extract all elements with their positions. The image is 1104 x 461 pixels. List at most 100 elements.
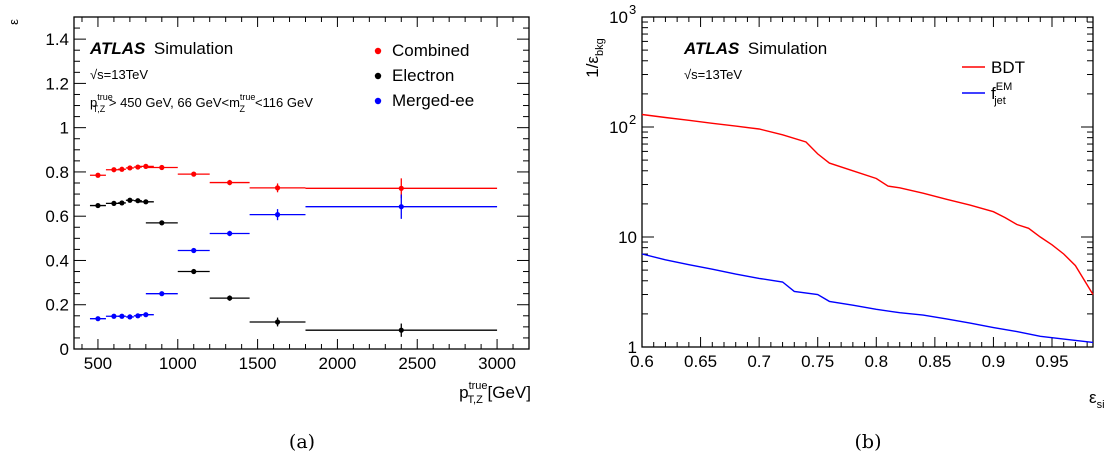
data-point xyxy=(143,199,149,205)
xlab-b-sub: sig xyxy=(1097,399,1104,411)
y-tick-label: 1 xyxy=(60,119,69,138)
data-point xyxy=(143,312,149,318)
x-tick-label: 2500 xyxy=(398,354,436,373)
legend-label: Electron xyxy=(392,66,454,85)
data-point xyxy=(111,200,117,206)
xlab-a-unit: [GeV] xyxy=(483,383,531,402)
panel-b-y-axis-label: 1/εbkg xyxy=(583,38,606,78)
x-tick-label: 1500 xyxy=(239,354,277,373)
panel-b-frame xyxy=(641,16,1094,348)
data-point xyxy=(143,163,149,169)
x-tick-label: 500 xyxy=(84,354,112,373)
y-tick-label: 1.4 xyxy=(45,30,69,49)
series-line xyxy=(641,253,1094,344)
data-point xyxy=(119,313,125,319)
sel-sub1: T,Z xyxy=(93,104,106,114)
x-tick-label: 3000 xyxy=(478,354,516,373)
data-point xyxy=(398,204,404,210)
y-tick-label: 1 xyxy=(628,338,637,357)
data-point xyxy=(111,313,117,319)
y-tick-label: 0.4 xyxy=(45,251,69,270)
xlab-a-sub: T,Z xyxy=(468,394,484,406)
data-point xyxy=(274,319,281,325)
data-point xyxy=(159,291,165,297)
legend-label: fEM jet xyxy=(991,81,1012,107)
x-tick-label: 0.85 xyxy=(918,352,951,371)
panel-a-x-axis-label: ptrue T,Z [GeV] xyxy=(459,380,531,406)
x-tick-label: 0.6 xyxy=(630,352,654,371)
panel-b-x-axis-label: εsig xyxy=(1089,388,1104,411)
legend-marker xyxy=(374,47,382,55)
data-point xyxy=(127,197,133,203)
sel-p1: p xyxy=(90,95,97,110)
data-point xyxy=(135,313,141,319)
sel-sup1: true xyxy=(97,92,113,102)
panel-a-selection-label: ptrue T,Z > 450 GeV, 66 GeV<mtrue Z <116 Ge… xyxy=(90,92,313,114)
panel-b-simulation-word: Simulation xyxy=(748,39,827,58)
legend-label-sub: jet xyxy=(993,95,1006,107)
legend-label-main: f xyxy=(991,84,996,103)
panel-a-atlas-word: ATLAS xyxy=(89,39,146,58)
data-point xyxy=(135,198,141,204)
legend-marker xyxy=(374,72,382,80)
y-tick-label: 10 xyxy=(609,118,628,137)
xlab-a-sup: true xyxy=(469,380,488,392)
y-tick-label: 0.6 xyxy=(45,207,69,226)
data-point xyxy=(227,295,233,301)
x-tick-label: 0.9 xyxy=(982,352,1006,371)
data-point xyxy=(159,220,165,226)
data-point xyxy=(119,200,125,206)
panel-a-energy-label: √s=13TeV xyxy=(90,67,148,82)
legend-label: Combined xyxy=(392,41,470,60)
x-tick-label: 0.8 xyxy=(864,352,888,371)
legend-marker xyxy=(374,97,382,105)
data-point xyxy=(127,314,133,320)
y-tick-label: 1.2 xyxy=(45,74,69,93)
data-point xyxy=(95,316,101,322)
series-line xyxy=(641,113,1094,295)
data-point xyxy=(111,167,117,173)
y-tick-label: 10 xyxy=(618,228,637,247)
panel-a-atlas-label: ATLAS Simulation xyxy=(89,39,233,58)
legend-label: BDT xyxy=(991,58,1025,77)
sel-sup2: true xyxy=(240,92,256,102)
data-point xyxy=(274,212,281,218)
data-point xyxy=(119,166,125,172)
panel-b-atlas-word: ATLAS xyxy=(683,39,740,58)
legend-label-sup: EM xyxy=(996,81,1013,93)
panel-b-caption: (b) xyxy=(855,431,882,453)
x-tick-label: 0.75 xyxy=(801,352,834,371)
panel-a-legend: Combined Electron Merged-ee xyxy=(374,41,474,110)
panel-b-data-lines xyxy=(641,113,1094,344)
y-tick-exponent: 2 xyxy=(629,112,636,127)
x-tick-label: 0.65 xyxy=(684,352,717,371)
data-point xyxy=(95,202,101,209)
panel-b-legend: BDT fEM jet xyxy=(962,58,1025,107)
sel-p2: > 450 GeV, 66 GeV<m xyxy=(105,95,240,110)
panel-a-axes: 500 1000 1500 2000 2500 3000 0 0.2 0.4 0.6 0.8 1 1.2… xyxy=(45,17,530,373)
panel-a-data-marks xyxy=(89,163,498,337)
data-point xyxy=(127,165,133,171)
y-tick-label: 10 xyxy=(609,8,628,27)
y-tick-label: 0.8 xyxy=(45,163,69,182)
panel-b-energy-label: √s=13TeV xyxy=(684,67,742,82)
xlab-b-main: ε xyxy=(1089,388,1097,407)
data-point xyxy=(398,185,404,191)
sel-p3: <116 GeV xyxy=(255,95,313,110)
data-point xyxy=(398,327,404,333)
x-tick-label: 0.95 xyxy=(1035,352,1068,371)
data-point xyxy=(191,171,197,177)
y-tick-exponent: 3 xyxy=(629,2,636,17)
ylab-b-main: 1/ε xyxy=(583,56,602,78)
x-tick-label: 0.7 xyxy=(747,352,771,371)
data-point xyxy=(227,179,233,186)
panel-a-efficiency-plot: 500 1000 1500 2000 2500 3000 0 0.2 0.4 0.6 0.8 1 1.2… xyxy=(6,16,531,453)
ylab-b-sub: bkg xyxy=(594,38,606,56)
data-point xyxy=(191,268,197,275)
legend-label: Merged-ee xyxy=(392,91,474,110)
data-point xyxy=(95,172,101,178)
panel-b-atlas-label: ATLAS Simulation xyxy=(683,39,827,58)
